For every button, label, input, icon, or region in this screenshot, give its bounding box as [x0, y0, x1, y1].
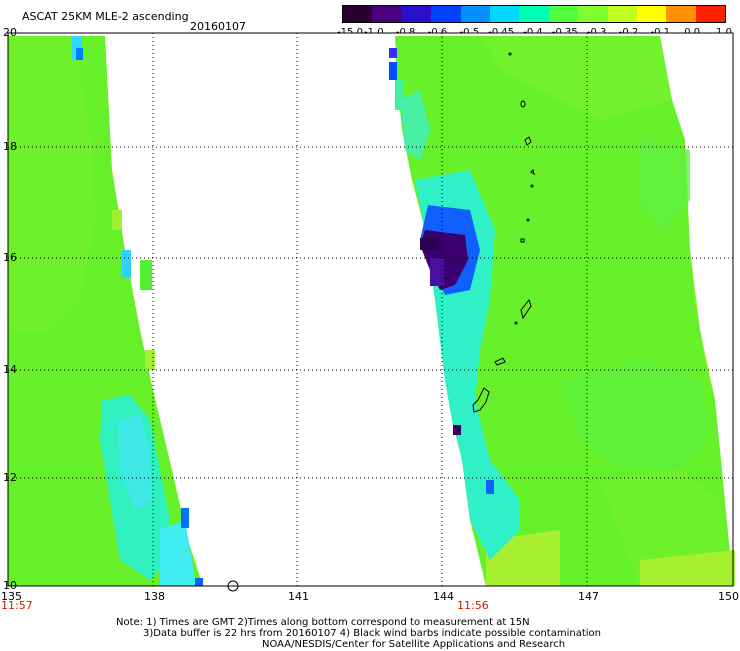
y-tick-20: 20 — [3, 26, 17, 39]
time-right: 11:56 — [457, 599, 489, 612]
gridlines — [8, 33, 733, 586]
y-tick-14: 14 — [3, 363, 17, 376]
colorbar — [342, 5, 726, 23]
x-tick-138: 138 — [144, 590, 165, 603]
colorbar-segment — [607, 6, 637, 22]
x-tick-147: 147 — [578, 590, 599, 603]
colorbar-segment — [666, 6, 696, 22]
x-tick-150: 150 — [718, 590, 739, 603]
island-outline-6 — [520, 238, 525, 243]
island-outlines — [227, 52, 535, 592]
island-outline-rota — [494, 357, 506, 366]
island-outline-5 — [526, 218, 530, 222]
colorbar-segment — [431, 6, 461, 22]
y-tick-18: 18 — [3, 140, 17, 153]
x-tick-144: 144 — [433, 590, 454, 603]
right-swath — [389, 36, 735, 586]
island-outline-1 — [520, 100, 526, 108]
map-date: 20160107 — [190, 20, 246, 33]
island-outline-8 — [508, 52, 512, 56]
colorbar-segment — [636, 6, 667, 22]
colorbar-segment — [460, 6, 490, 22]
island-outline-saipan — [520, 298, 532, 320]
colorbar-segment — [372, 6, 402, 22]
time-left: 11:57 — [1, 599, 33, 612]
island-outline-4 — [530, 184, 534, 188]
island-outline-2 — [524, 136, 532, 146]
island-outline-guam — [472, 387, 490, 413]
colorbar-segment — [401, 6, 432, 22]
map-title: ASCAT 25KM MLE-2 ascending — [22, 10, 189, 23]
colorbar-segment — [548, 6, 579, 22]
y-tick-10: 10 — [3, 579, 17, 592]
y-tick-12: 12 — [3, 471, 17, 484]
note-line-3: NOAA/NESDIS/Center for Satellite Applica… — [262, 639, 566, 650]
colorbar-segment — [578, 6, 608, 22]
island-outline-7 — [514, 321, 518, 325]
colorbar-segment — [695, 6, 726, 22]
x-tick-135: 135 — [1, 590, 22, 603]
map-plot — [7, 32, 735, 592]
colorbar-segment — [343, 6, 373, 22]
colorbar-segment — [519, 6, 549, 22]
note-line-2: 3)Data buffer is 22 hrs from 20160107 4)… — [143, 628, 601, 639]
y-tick-16: 16 — [3, 251, 17, 264]
note-line-1: Note: 1) Times are GMT 2)Times along bot… — [116, 617, 530, 628]
colorbar-segment — [489, 6, 520, 22]
island-outline-3 — [530, 169, 535, 176]
x-tick-141: 141 — [288, 590, 309, 603]
